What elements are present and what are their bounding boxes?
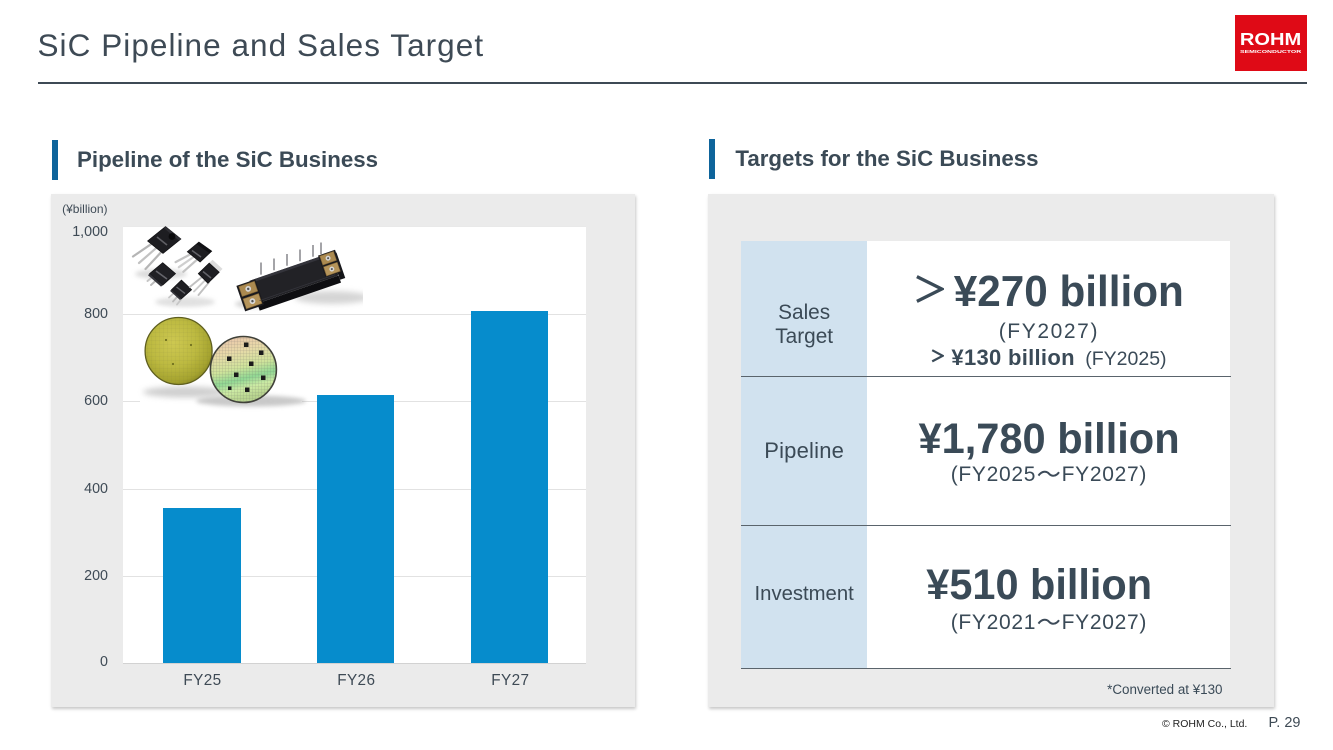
svg-text:SEMICONDUCTOR: SEMICONDUCTOR (1240, 49, 1302, 55)
svg-text:ROHM: ROHM (1240, 29, 1301, 49)
